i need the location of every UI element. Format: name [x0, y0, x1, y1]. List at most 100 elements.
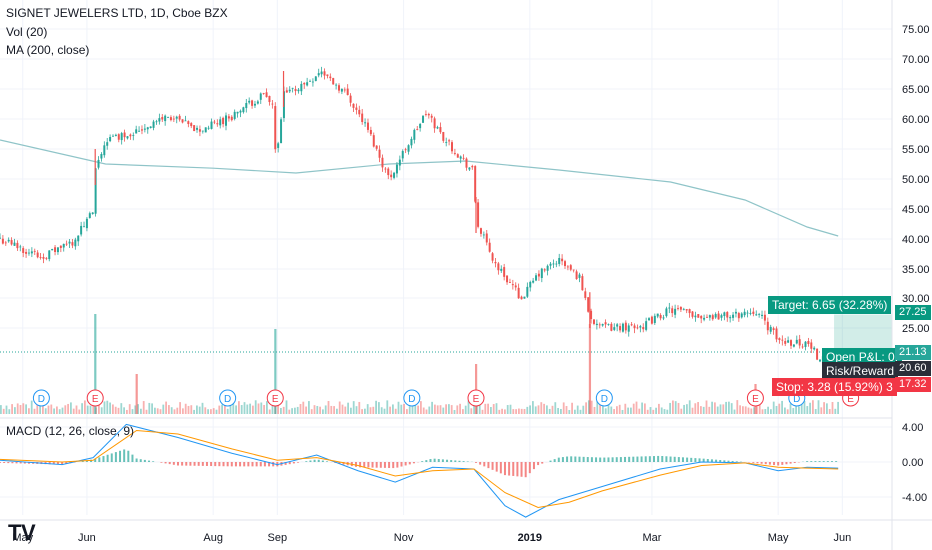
volume-bar [126, 409, 128, 414]
candle-body [253, 103, 256, 106]
candle-body [584, 291, 587, 298]
candle-body [671, 308, 674, 314]
candle-body [387, 168, 390, 176]
volume-bar [366, 404, 369, 414]
volume-bar [2, 408, 5, 414]
volume-bar [148, 402, 151, 414]
candle-body [758, 314, 761, 315]
macd-histogram-bar [363, 462, 366, 468]
candle-body [340, 88, 343, 92]
candle-body [569, 265, 572, 270]
candle-body [694, 315, 697, 318]
macd-histogram-bar [143, 459, 146, 462]
macd-histogram-bar [710, 459, 713, 462]
volume-bar [22, 403, 25, 414]
stop-label[interactable]: Stop: 3.28 (15.92%) 3 [772, 378, 897, 396]
trade-zone[interactable] [0, 314, 892, 376]
volume-bar [14, 407, 16, 414]
candle-body [790, 340, 793, 346]
volume-bar [86, 405, 89, 414]
risk-reward-label[interactable]: Risk/Reward [822, 362, 899, 380]
brand-logo[interactable]: TV [8, 520, 36, 545]
candle-body [540, 268, 543, 278]
candle-body [369, 129, 372, 135]
candle-body [227, 116, 230, 119]
volume-bar [509, 404, 512, 414]
volume-bar [453, 409, 456, 414]
volume-bar [436, 405, 439, 414]
candle-body [19, 246, 22, 248]
volume-bar [442, 407, 445, 414]
time-tick-label: Aug [203, 532, 223, 544]
candle-body [114, 134, 117, 136]
volume-bar [590, 400, 593, 414]
volume-bar [459, 403, 461, 414]
macd-legend[interactable]: MACD (12, 26, close, 9) [6, 424, 135, 438]
candle-body [746, 312, 749, 314]
volume-bar [669, 402, 671, 414]
macd-histogram-bar [785, 462, 788, 465]
macd-histogram-bar [139, 459, 142, 462]
candle-body [85, 218, 88, 229]
price-tick-label: 75.00 [902, 24, 930, 36]
volume-bar [128, 404, 131, 414]
volume-bar [361, 409, 363, 414]
volume-bar [182, 408, 184, 414]
macd-histogram-bar [441, 459, 444, 462]
candle-body [630, 324, 633, 326]
candle-body [488, 242, 491, 252]
last-price-tag: 21.13 [895, 345, 931, 360]
volume-bar [386, 400, 389, 414]
volume-bar [280, 407, 282, 414]
candle-body [323, 71, 326, 76]
volume-bar [649, 407, 652, 414]
candle-body [416, 128, 419, 130]
symbol-legend[interactable]: SIGNET JEWELERS LTD, 1D, Cboe BZX [6, 6, 228, 20]
volume-bar [445, 404, 447, 414]
candle-body [262, 93, 265, 94]
candle-body [36, 252, 39, 258]
volume-bar [218, 405, 221, 414]
macd-histogram-bar [810, 461, 813, 462]
volume-bar [134, 405, 137, 414]
volume-legend[interactable]: Vol (20) [6, 25, 48, 39]
open-pl-label[interactable]: Open P&L: 0. [822, 348, 903, 366]
macd-histogram-bar [433, 458, 436, 462]
ma-legend[interactable]: MA (200, close) [6, 43, 90, 57]
macd-histogram-bar [106, 454, 109, 462]
macd-histogram-bar [255, 462, 258, 467]
volume-bar [330, 405, 333, 414]
candle-body [517, 287, 520, 299]
price-tick-label: 65.00 [902, 84, 930, 96]
volume-bar [196, 405, 198, 414]
volume-bar [137, 404, 139, 414]
macd-histogram-bar [466, 461, 469, 462]
macd-histogram-bar [27, 462, 30, 464]
candle-body [558, 257, 561, 264]
macd-histogram-bar [222, 462, 225, 467]
volume-bar [562, 402, 565, 414]
target-label[interactable]: Target: 6.65 (32.28%) [768, 296, 892, 314]
macd-histogram-bar [148, 460, 151, 462]
candle-body [27, 252, 30, 254]
candle-body [239, 110, 242, 113]
volume-bar [352, 401, 355, 414]
candle-body [804, 341, 807, 347]
macd-histogram-bar [665, 456, 668, 462]
volume-bar [61, 407, 64, 414]
volume-bar [299, 404, 302, 414]
stop-price-tag: 17.32 [895, 377, 931, 392]
volume-bar [786, 409, 789, 414]
volume-bar [789, 403, 792, 414]
candle-body [326, 74, 329, 77]
candle-body [378, 149, 381, 158]
candle-body [436, 127, 439, 129]
volume-bar [501, 408, 503, 414]
candle-body [549, 263, 552, 266]
candle-body [140, 129, 143, 131]
candle-body [535, 275, 538, 281]
volume-bar [714, 402, 716, 414]
macd-histogram-bar [234, 462, 237, 467]
